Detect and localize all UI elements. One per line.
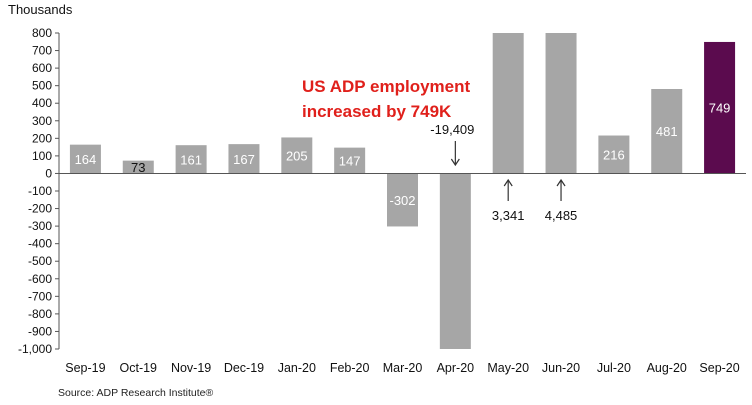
x-tick-label: Jan-20: [278, 361, 316, 375]
bar: [122, 160, 154, 174]
y-tick-label: -900: [28, 324, 52, 338]
bar: [598, 135, 630, 174]
bar: [387, 173, 418, 227]
x-tick-label: Jun-20: [542, 361, 580, 375]
x-tick-label: Dec-19: [224, 361, 264, 375]
x-tick-label: Oct-19: [120, 361, 158, 375]
y-tick-label: 100: [32, 149, 52, 163]
x-tick-label: Jul-20: [597, 361, 631, 375]
x-tick-label: Mar-20: [383, 361, 423, 375]
bar-data-label: 73: [131, 160, 145, 175]
y-axis-unit-label: Thousands: [8, 2, 73, 17]
y-tick-label: 800: [32, 26, 52, 40]
bar: [334, 147, 366, 174]
bar: [228, 144, 260, 174]
callout-label: 3,341: [492, 208, 525, 223]
y-tick-label: -200: [28, 202, 52, 216]
bar-data-label: 167: [233, 152, 255, 167]
callout-label: -19,409: [430, 122, 474, 137]
source-note: Source: ADP Research Institute®: [58, 387, 214, 399]
y-tick-label: -600: [28, 272, 52, 286]
bar: [69, 144, 101, 174]
y-tick-label: -800: [28, 307, 52, 321]
y-tick-label: -300: [28, 219, 52, 233]
bar: [439, 173, 471, 349]
y-tick-label: 200: [32, 131, 52, 145]
y-tick-label: -500: [28, 254, 52, 268]
bar: [281, 137, 313, 174]
y-tick-label: 700: [32, 44, 52, 58]
y-tick-label: 500: [32, 79, 52, 93]
x-tick-label: May-20: [487, 361, 529, 375]
bar: [704, 41, 736, 174]
x-tick-label: Aug-20: [647, 361, 687, 375]
y-tick-label: 600: [32, 61, 52, 75]
callout-label: 4,485: [545, 208, 578, 223]
y-tick-label: 400: [32, 96, 52, 110]
bar: [492, 33, 524, 174]
bar-data-label: 216: [603, 147, 625, 162]
bar-data-label: 749: [709, 101, 731, 116]
bar-data-label: 481: [656, 124, 678, 139]
bar-data-label: 147: [339, 154, 361, 169]
callout-arrow-head: [556, 178, 566, 187]
x-tick-label: Sep-19: [65, 361, 105, 375]
bar: [651, 89, 683, 174]
y-tick-label: -100: [28, 184, 52, 198]
bar-data-label: 164: [75, 152, 97, 167]
bar: [175, 145, 207, 174]
x-tick-label: Sep-20: [699, 361, 739, 375]
bar-data-label: 205: [286, 148, 308, 163]
callout-arrow-head: [450, 158, 460, 167]
chart-annotation: US ADP employment increased by 749K: [302, 77, 471, 121]
y-tick-label: -1,000: [18, 342, 52, 356]
y-tick-label: -700: [28, 289, 52, 303]
callout-arrow-head: [503, 178, 513, 187]
y-tick-label: 0: [45, 166, 52, 180]
bar-data-label: 161: [180, 152, 202, 167]
x-tick-label: Apr-20: [437, 361, 475, 375]
x-tick-label: Nov-19: [171, 361, 211, 375]
y-tick-label: -400: [28, 237, 52, 251]
x-tick-label: Feb-20: [330, 361, 370, 375]
y-tick-label: 300: [32, 114, 52, 128]
bar-data-label: -302: [389, 193, 415, 208]
bar: [545, 33, 577, 174]
